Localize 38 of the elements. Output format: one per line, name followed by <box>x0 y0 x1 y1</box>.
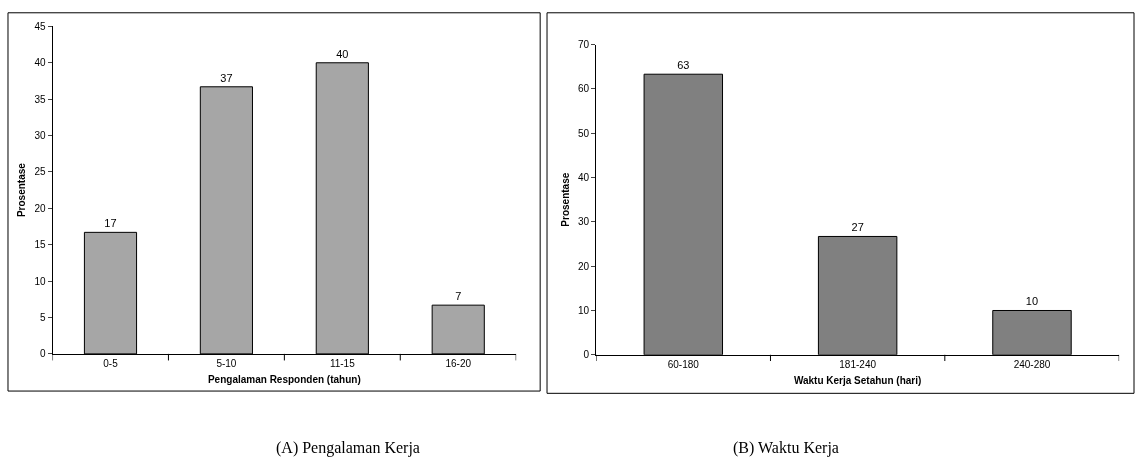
x-tick-label: 240-280 <box>1013 358 1051 370</box>
data-label: 40 <box>336 47 349 60</box>
y-tick-label: 5 <box>39 312 46 324</box>
y-tick-label: 10 <box>578 304 590 316</box>
x-tick-label: 16-20 <box>445 357 472 369</box>
y-tick-label: 60 <box>578 83 590 95</box>
x-axis-title: Pengalaman Responden (tahun) <box>207 374 361 386</box>
data-label: 27 <box>851 221 864 234</box>
y-tick-label: 40 <box>34 57 46 69</box>
y-tick-label: 70 <box>578 39 590 51</box>
y-axis-title: Prosentase <box>16 162 28 218</box>
x-axis-title: Waktu Kerja Setahun (hari) <box>793 375 922 387</box>
data-label: 7 <box>455 290 462 303</box>
y-tick-label: 50 <box>578 127 590 139</box>
y-tick-label: 30 <box>578 216 590 228</box>
y-tick-label: 20 <box>34 202 46 214</box>
y-tick-label: 40 <box>578 171 590 183</box>
y-tick-label: 15 <box>34 239 46 251</box>
y-tick-label: 0 <box>583 349 590 361</box>
y-tick-label: 25 <box>34 166 46 178</box>
y-tick-label: 10 <box>34 275 46 287</box>
data-label: 10 <box>1025 295 1039 308</box>
x-tick-label: 11-15 <box>329 357 356 369</box>
y-tick-label: 45 <box>34 20 46 32</box>
data-label: 37 <box>220 71 233 84</box>
x-tick-label: 5-10 <box>216 357 237 369</box>
x-tick-label: 0-5 <box>103 357 119 369</box>
y-tick-label: 30 <box>34 130 46 142</box>
text: (A) Pengalaman Kerja <box>276 439 420 457</box>
y-tick-label: 35 <box>34 93 46 105</box>
x-tick-label: 181-240 <box>839 358 877 370</box>
y-axis-title: Prosentase <box>560 172 571 227</box>
text: (B) Waktu Kerja <box>733 439 839 457</box>
y-tick-label: 0 <box>39 348 46 360</box>
data-label: 63 <box>677 59 690 72</box>
data-label: 17 <box>104 217 117 230</box>
y-tick-label: 20 <box>578 260 590 272</box>
x-tick-label: 60-180 <box>667 358 700 370</box>
